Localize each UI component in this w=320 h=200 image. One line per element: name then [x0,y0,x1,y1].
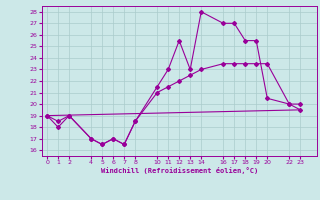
X-axis label: Windchill (Refroidissement éolien,°C): Windchill (Refroidissement éolien,°C) [100,167,258,174]
